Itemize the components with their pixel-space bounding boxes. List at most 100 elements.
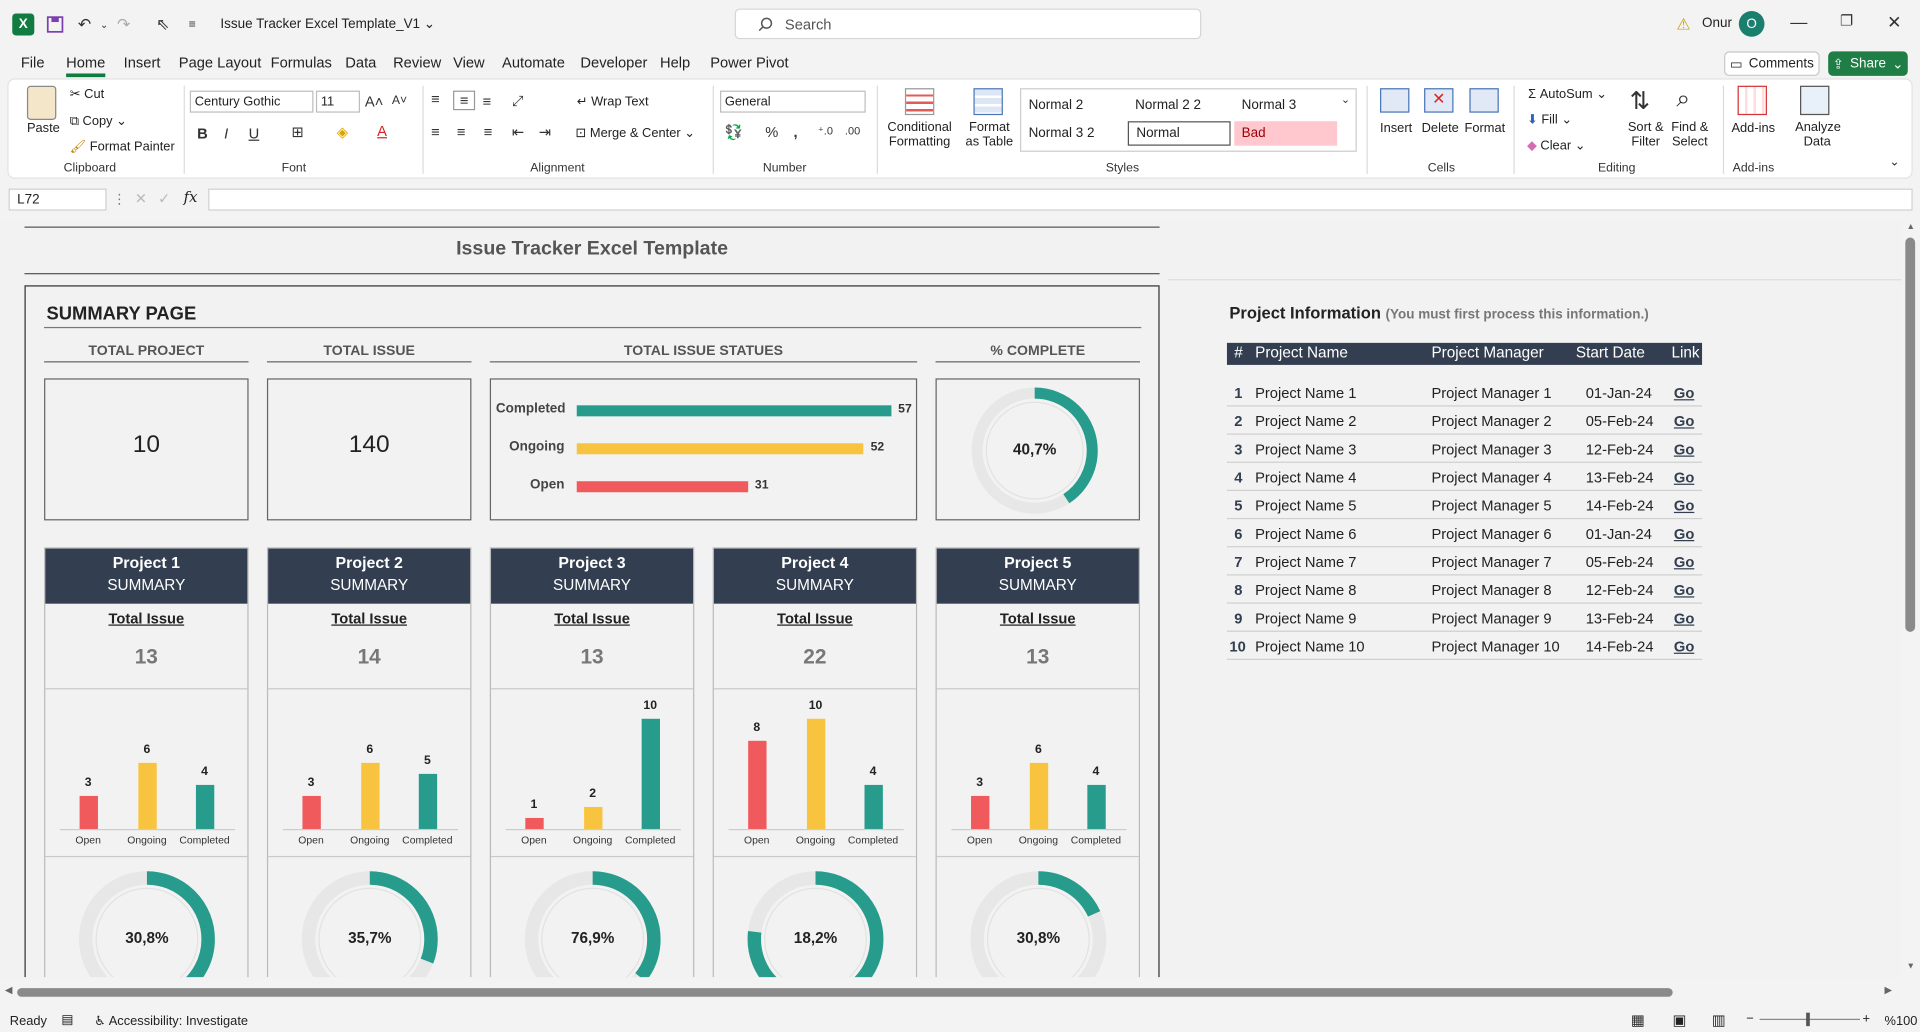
align-center-icon[interactable]: ≡ bbox=[456, 123, 466, 141]
confirm-entry-icon[interactable]: ✓ bbox=[157, 189, 171, 207]
align-right-icon[interactable]: ≡ bbox=[483, 123, 493, 141]
row-go-link[interactable]: Go bbox=[1673, 468, 1695, 487]
align-top-icon[interactable]: ≡ bbox=[431, 90, 440, 108]
collapse-ribbon-icon[interactable]: ⌄ bbox=[1889, 155, 1900, 169]
fill-button[interactable]: ⬇ Fill ⌄ bbox=[1527, 113, 1572, 128]
paste-button[interactable]: Paste bbox=[26, 121, 60, 136]
undo-icon[interactable]: ↶ bbox=[77, 14, 92, 34]
wrap-text-button[interactable]: ↵ Wrap Text bbox=[577, 94, 649, 109]
user-name[interactable]: Onur bbox=[1702, 15, 1733, 31]
undo-dropdown-icon[interactable]: ⌄ bbox=[99, 18, 109, 31]
zoom-level[interactable]: %100 bbox=[1884, 1013, 1918, 1029]
add-ins-button[interactable]: Add-ins bbox=[1731, 121, 1776, 136]
orientation-icon[interactable]: ⤢ bbox=[511, 91, 524, 109]
tab-data[interactable]: Data bbox=[345, 53, 377, 72]
font-name-dropdown[interactable]: Century Gothic bbox=[189, 90, 314, 113]
sort-filter-button[interactable]: Sort & Filter bbox=[1625, 120, 1667, 149]
style-normal-2-2[interactable]: Normal 2 2 bbox=[1135, 97, 1201, 113]
search-box[interactable]: Search bbox=[734, 8, 1202, 40]
format-painter-button[interactable]: 🖌 Format Painter bbox=[70, 138, 175, 155]
fill-color-icon[interactable]: ◈ bbox=[336, 123, 349, 141]
scroll-right-icon[interactable]: ▶ bbox=[1884, 984, 1893, 996]
row-go-link[interactable]: Go bbox=[1673, 525, 1695, 543]
avatar[interactable]: O bbox=[1738, 11, 1765, 37]
style-normal-3-2[interactable]: Normal 3 2 bbox=[1028, 126, 1095, 141]
sort-filter-icon[interactable]: ⇅ bbox=[1629, 88, 1651, 116]
add-ins-icon[interactable] bbox=[1737, 85, 1767, 116]
close-icon[interactable]: ✕ bbox=[1887, 12, 1902, 32]
tab-view[interactable]: View bbox=[453, 53, 485, 72]
tab-insert[interactable]: Insert bbox=[123, 53, 161, 72]
row-go-link[interactable]: Go bbox=[1673, 581, 1695, 599]
increase-font-icon[interactable]: A˄ bbox=[364, 93, 384, 111]
comma-style-icon[interactable]: , bbox=[793, 123, 798, 141]
decrease-font-icon[interactable]: A˅ bbox=[391, 94, 408, 108]
format-cells-button[interactable]: Format bbox=[1464, 121, 1506, 136]
more-icon[interactable]: ⋮ bbox=[112, 192, 127, 207]
restore-icon[interactable]: ❐ bbox=[1839, 12, 1854, 30]
comments-button[interactable]: ▭ Comments bbox=[1724, 51, 1820, 76]
horizontal-scroll-thumb[interactable] bbox=[17, 988, 1673, 997]
conditional-formatting-icon[interactable] bbox=[904, 88, 935, 116]
pointer-icon[interactable]: ⇖ bbox=[156, 14, 170, 34]
cut-button[interactable]: ✂ Cut bbox=[70, 87, 104, 102]
zoom-in-icon[interactable]: + bbox=[1862, 1011, 1870, 1027]
name-box[interactable]: L72 bbox=[8, 188, 107, 211]
tab-home[interactable]: Home bbox=[66, 54, 106, 78]
percent-icon[interactable]: % bbox=[765, 123, 779, 141]
decrease-decimal-icon[interactable]: .00 bbox=[844, 124, 861, 138]
format-as-table-button[interactable]: Format as Table bbox=[961, 120, 1017, 149]
find-select-button[interactable]: Find & Select bbox=[1665, 120, 1714, 149]
vertical-scrollbar[interactable]: ▲ ▼ bbox=[1901, 220, 1920, 978]
tab-review[interactable]: Review bbox=[393, 53, 442, 72]
scroll-down-icon[interactable]: ▼ bbox=[1906, 962, 1916, 972]
worksheet[interactable]: Issue Tracker Excel Template SUMMARY PAG… bbox=[0, 220, 1902, 978]
tab-page-layout[interactable]: Page Layout bbox=[178, 53, 262, 72]
bold-icon[interactable]: B bbox=[197, 124, 208, 143]
share-button[interactable]: ⇪ Share ⌄ bbox=[1828, 51, 1908, 76]
currency-icon[interactable]: 💱 bbox=[724, 123, 744, 141]
row-go-link[interactable]: Go bbox=[1673, 412, 1695, 430]
format-cells-icon[interactable] bbox=[1469, 88, 1499, 113]
row-go-link[interactable]: Go bbox=[1673, 609, 1695, 627]
delete-cells-icon[interactable]: ✕ bbox=[1424, 88, 1454, 113]
align-middle-icon[interactable]: ≡ bbox=[453, 90, 476, 111]
row-go-link[interactable]: Go bbox=[1673, 497, 1695, 515]
tab-formulas[interactable]: Formulas bbox=[270, 53, 332, 72]
customize-toolbar-icon[interactable]: ≡ bbox=[188, 17, 196, 32]
copy-button[interactable]: ⧉ Copy ⌄ bbox=[70, 114, 127, 130]
scroll-up-icon[interactable]: ▲ bbox=[1906, 222, 1916, 232]
insert-cells-icon[interactable] bbox=[1380, 88, 1410, 113]
decrease-indent-icon[interactable]: ⇤ bbox=[511, 123, 525, 141]
macro-record-icon[interactable]: ▤ bbox=[61, 1012, 74, 1028]
increase-indent-icon[interactable]: ⇥ bbox=[538, 123, 552, 141]
accessibility-button[interactable]: ♿ Accessibility: Investigate bbox=[94, 1014, 248, 1029]
cancel-entry-icon[interactable]: ✕ bbox=[134, 189, 148, 207]
zoom-out-icon[interactable]: − bbox=[1746, 1011, 1754, 1027]
font-size-dropdown[interactable]: 11 bbox=[315, 90, 361, 113]
gallery-more-icon[interactable]: ⌄ bbox=[1340, 93, 1351, 106]
italic-icon[interactable]: I bbox=[224, 124, 229, 143]
row-go-link[interactable]: Go bbox=[1673, 440, 1695, 458]
underline-icon[interactable]: U bbox=[248, 124, 260, 143]
save-icon[interactable] bbox=[44, 13, 66, 35]
warning-icon[interactable]: ⚠ bbox=[1676, 14, 1691, 34]
align-bottom-icon[interactable]: ≡ bbox=[482, 93, 492, 111]
insert-cells-button[interactable]: Insert bbox=[1380, 121, 1413, 136]
increase-decimal-icon[interactable]: ⁺.0 bbox=[817, 124, 833, 138]
tab-help[interactable]: Help bbox=[660, 53, 691, 72]
vertical-scroll-thumb[interactable] bbox=[1905, 237, 1916, 632]
scroll-left-icon[interactable]: ◀ bbox=[4, 984, 13, 996]
row-go-link[interactable]: Go bbox=[1673, 553, 1695, 571]
autosum-button[interactable]: Σ AutoSum ⌄ bbox=[1528, 87, 1607, 102]
normal-view-icon[interactable]: ▦ bbox=[1631, 1011, 1645, 1029]
find-select-icon[interactable]: ⌕ bbox=[1676, 85, 1691, 113]
delete-cells-button[interactable]: Delete bbox=[1421, 121, 1459, 136]
paste-icon[interactable] bbox=[26, 85, 57, 121]
tab-file[interactable]: File bbox=[20, 53, 45, 72]
number-format-dropdown[interactable]: General bbox=[720, 90, 866, 113]
insert-function-icon[interactable]: fx bbox=[183, 188, 198, 206]
style-normal[interactable]: Normal bbox=[1127, 121, 1231, 146]
merge-center-button[interactable]: ⊡ Merge & Center ⌄ bbox=[576, 126, 696, 141]
align-left-icon[interactable]: ≡ bbox=[431, 123, 440, 141]
